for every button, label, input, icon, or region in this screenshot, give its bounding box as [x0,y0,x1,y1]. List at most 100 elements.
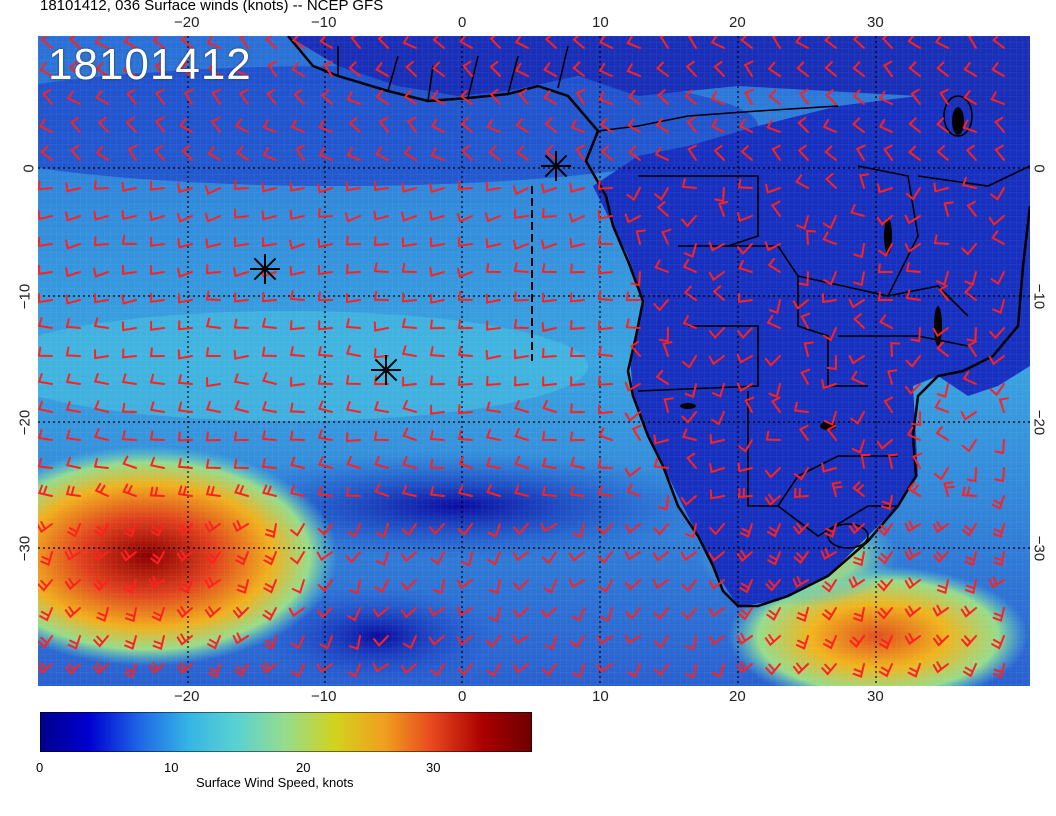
wind-barb [429,182,445,194]
run-label: 18101412 [48,40,252,89]
wind-barb [708,355,725,366]
wind-barb [513,523,529,536]
wind-barb [150,265,165,276]
wind-barb [512,185,529,196]
wind-barb [401,182,417,193]
wind-barb [936,61,949,77]
wind-barb [879,635,893,650]
wind-barb [206,377,221,388]
colorbar-title: Surface Wind Speed, knots [196,775,354,790]
wind-barb [233,237,249,248]
wind-barb [233,373,249,385]
wind-barb [403,89,417,105]
wind-barb [150,236,165,247]
wind-barb [932,634,949,647]
wind-barb [852,61,865,77]
wind-barb [768,89,781,105]
wind-barb [290,119,305,133]
wind-barb [597,290,613,301]
wind-barb [207,146,221,161]
wind-barb [939,88,949,105]
wind-barb [373,635,389,647]
wind-barb [401,318,417,329]
wind-barb [933,182,949,193]
wind-barb [318,400,333,413]
wind-barb [709,523,725,536]
wind-barb [824,61,837,77]
wind-barb [235,145,249,161]
wind-barb [373,348,389,359]
wind-barb [265,36,277,49]
wind-barb [93,372,109,385]
wind-barb [905,187,921,201]
wind-barb [401,523,417,537]
wind-barb [65,318,81,329]
wind-barb [687,36,697,49]
lon-tick-top: 10 [592,14,609,31]
wind-barb [373,262,389,273]
wind-barb [485,428,501,441]
wind-barb [289,265,305,277]
wind-barb [262,484,277,497]
wind-barb [626,187,641,201]
wind-barb [792,662,809,675]
wind-barb [824,36,837,49]
wind-barb [767,257,781,273]
wind-barb [347,523,361,538]
wind-barbs [38,36,1009,679]
wind-barb [346,147,361,161]
wind-barb [855,144,866,161]
wind-barb [149,486,165,497]
wind-barb [432,579,445,595]
wind-barb [936,117,949,133]
wind-barb [484,212,501,223]
wind-barb [661,228,672,245]
wind-barb [994,467,1005,483]
wind-barb [38,180,53,191]
wind-barb [684,89,697,105]
wind-barb [991,635,1005,650]
wind-barb [289,239,305,250]
wind-barb [990,271,1005,286]
wind-barb [155,116,165,133]
wind-barb [233,458,249,469]
wind-barb [657,89,669,105]
wind-barb [708,241,725,252]
wind-barb [890,341,901,357]
wind-barb [598,62,613,77]
wind-barb [154,88,165,105]
wind-barb [290,523,305,537]
wind-barb [513,349,529,360]
wind-barb [177,349,193,360]
wind-barb [400,607,417,619]
lat-tick-left: 0 [20,164,38,173]
wind-barb [373,401,389,413]
wind-barb [878,663,893,678]
lon-tick-top: −20 [174,14,200,31]
wind-barb [541,321,557,333]
lat-tick-left: −10 [16,283,34,310]
wind-barb [821,293,837,304]
wind-barb [736,550,753,563]
wind-barb [485,349,501,360]
wind-barb [64,548,81,561]
wind-barb [289,484,305,497]
wind-barb [653,523,669,536]
wind-barb [233,431,249,442]
wind-barb [373,236,389,247]
wind-barb [680,495,697,506]
wind-barb [375,62,389,77]
wind-barb [740,145,753,161]
wind-barb [402,292,417,303]
wind-barb [94,482,109,497]
wind-barb [374,456,389,469]
wind-barb [289,430,305,441]
wind-barb [879,314,893,329]
wind-barb [738,259,753,273]
wind-barb [570,292,585,303]
wind-barb [66,90,81,105]
wind-barb [877,607,893,620]
wind-barb [629,340,641,357]
wind-barb [348,117,361,133]
wind-barb [234,292,249,303]
